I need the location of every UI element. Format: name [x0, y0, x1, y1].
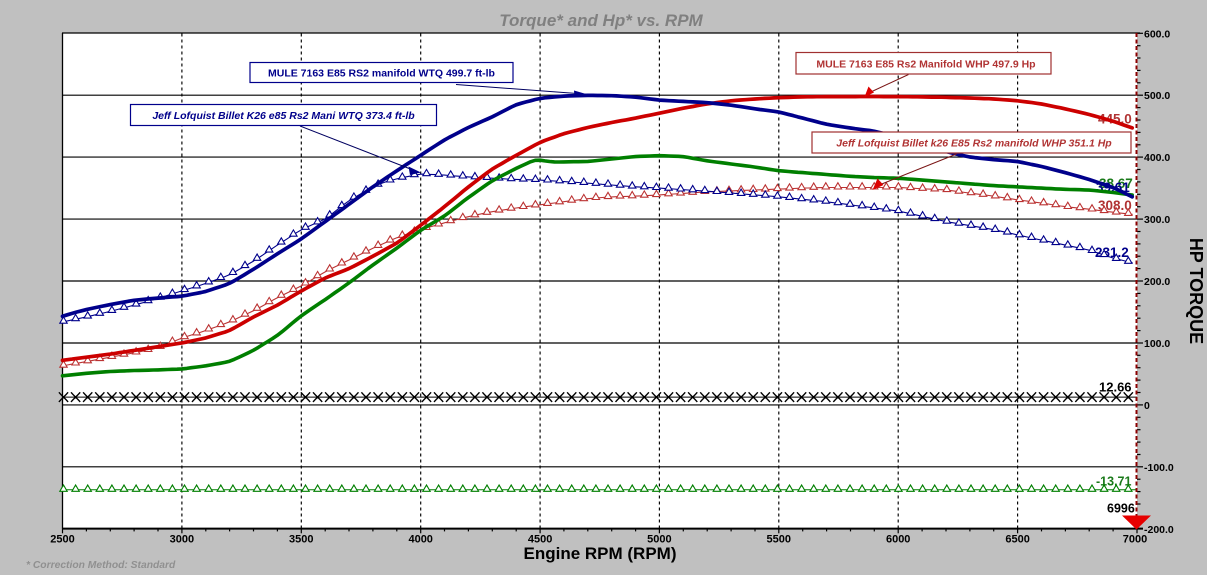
- svg-text:MULE 7163 E85 Rs2 Manifold WHP: MULE 7163 E85 Rs2 Manifold WHP 497.9 Hp: [816, 59, 1035, 71]
- svg-text:-13.71: -13.71: [1096, 475, 1131, 489]
- svg-text:12.66: 12.66: [1099, 380, 1132, 395]
- svg-text:MULE 7163 E85 RS2 manifold WTQ: MULE 7163 E85 RS2 manifold WTQ 499.7 ft-…: [268, 68, 495, 80]
- svg-text:400.0: 400.0: [1144, 152, 1170, 164]
- svg-text:HP TORQUE: HP TORQUE: [1186, 238, 1206, 344]
- svg-text:4500: 4500: [528, 534, 552, 546]
- svg-text:5000: 5000: [647, 534, 671, 546]
- svg-text:6000: 6000: [886, 534, 910, 546]
- svg-text:Jeff Lofquist Billet k26 E85 R: Jeff Lofquist Billet k26 E85 Rs2 manifol…: [836, 138, 1112, 150]
- svg-text:Torque* and Hp* vs. RPM: Torque* and Hp* vs. RPM: [499, 11, 703, 30]
- svg-text:3000: 3000: [170, 534, 194, 546]
- svg-text:6996: 6996: [1107, 502, 1135, 516]
- svg-text:445.0: 445.0: [1098, 112, 1132, 127]
- svg-text:300.0: 300.0: [1144, 214, 1170, 226]
- svg-text:-100.0: -100.0: [1144, 462, 1174, 474]
- svg-text:6500: 6500: [1005, 534, 1029, 546]
- svg-text:3500: 3500: [289, 534, 313, 546]
- svg-text:100.0: 100.0: [1144, 338, 1170, 350]
- svg-text:600.0: 600.0: [1144, 28, 1170, 40]
- svg-text:2500: 2500: [50, 534, 74, 546]
- svg-text:-200.0: -200.0: [1144, 524, 1174, 536]
- svg-text:500.0: 500.0: [1144, 90, 1170, 102]
- svg-text:4000: 4000: [408, 534, 432, 546]
- svg-text:0: 0: [1144, 400, 1150, 412]
- svg-text:Jeff Lofquist Billet K26 e85 R: Jeff Lofquist Billet K26 e85 Rs2 Mani WT…: [152, 110, 415, 122]
- svg-text:* Correction Method: Standard: * Correction Method: Standard: [26, 560, 176, 571]
- svg-text:Engine RPM (RPM): Engine RPM (RPM): [524, 544, 677, 563]
- svg-text:5500: 5500: [767, 534, 791, 546]
- svg-text:7000: 7000: [1123, 534, 1147, 546]
- svg-text:200.0: 200.0: [1144, 276, 1170, 288]
